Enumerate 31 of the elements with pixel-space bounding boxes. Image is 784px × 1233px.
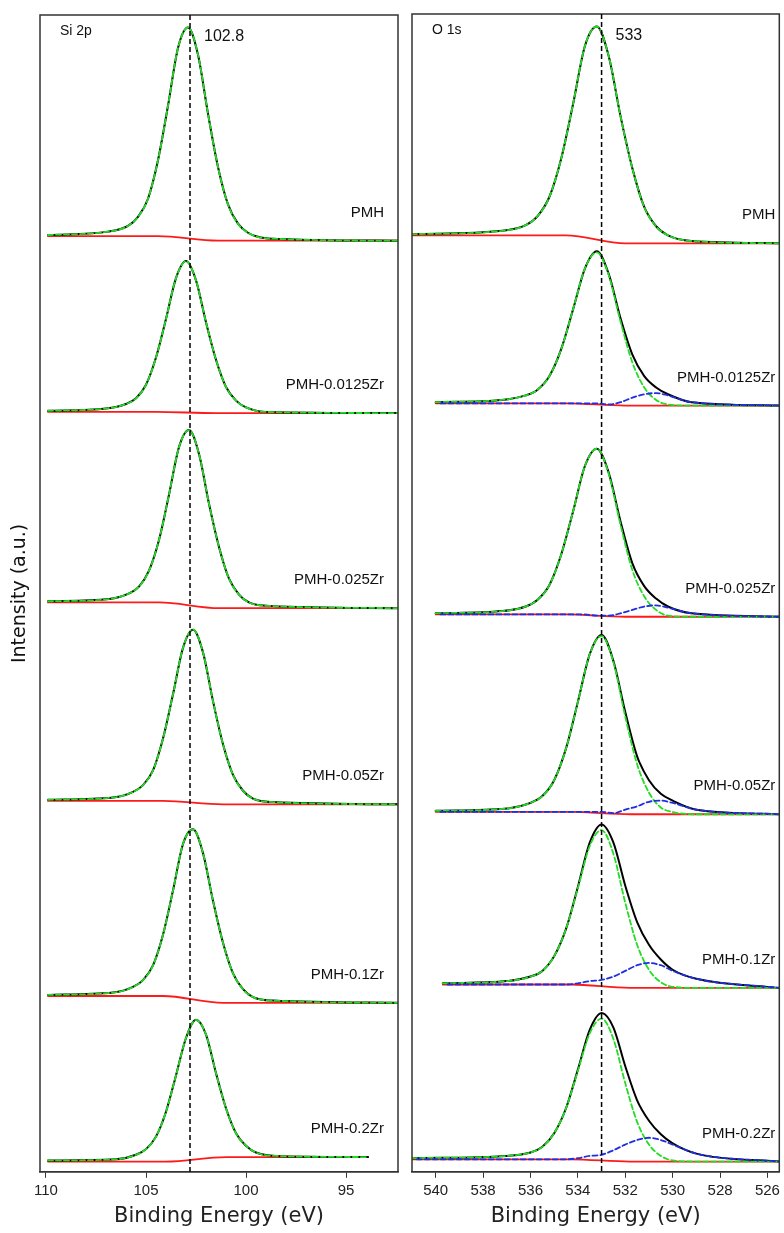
annotation: O 1s [432,20,462,37]
series-label: PMH-0.05Zr [693,776,776,794]
series-label: PMH-0.05Zr [302,766,384,784]
ref-line-label: 533 [615,26,643,44]
annotation: Si 2p [60,21,93,38]
series-label: PMH-0.0125Zr [676,367,776,385]
series-label: PMH-0.025Zr [685,578,776,596]
x-tick-label: 105 [133,1180,159,1198]
y-axis-title: Intensity (a.u.) [6,523,29,664]
series-label: PMH-0.025Zr [293,570,384,588]
series-label: PMH [350,202,384,220]
series-label: PMH-0.0125Zr [285,375,384,393]
x-axis-title: Binding Energy (eV) [490,1202,701,1227]
x-tick-label: 538 [470,1180,496,1198]
x-tick-label: 540 [423,1180,449,1198]
x-tick-label: 532 [612,1180,638,1198]
x-tick-label: 530 [660,1180,686,1198]
x-tick-label: 100 [233,1180,259,1198]
x-tick-label: 526 [754,1180,780,1198]
x-tick-label: 536 [517,1180,543,1198]
series-label: PMH-0.1Zr [701,950,776,968]
x-tick-label: 95 [337,1180,355,1198]
series-label: PMH-0.2Zr [310,1119,384,1137]
series-label: PMH-0.1Zr [310,964,384,982]
x-tick-label: 110 [34,1180,58,1198]
series-label: PMH [741,205,776,223]
ref-line-label: 102.8 [204,27,245,45]
series-label: PMH-0.2Zr [701,1123,776,1141]
x-tick-label: 534 [565,1180,591,1198]
x-axis-title: Binding Energy (eV) [114,1202,324,1227]
x-tick-label: 528 [707,1180,733,1198]
